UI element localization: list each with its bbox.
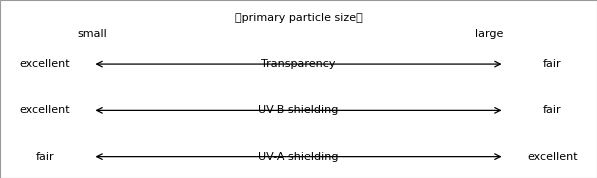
Text: Transparency: Transparency <box>261 59 336 69</box>
Text: large: large <box>475 29 504 39</box>
Text: excellent: excellent <box>527 152 577 162</box>
Text: fair: fair <box>543 105 562 115</box>
Text: UV-B shielding: UV-B shielding <box>259 105 338 115</box>
Text: UV-A shielding: UV-A shielding <box>259 152 338 162</box>
Text: fair: fair <box>35 152 54 162</box>
Text: small: small <box>78 29 107 39</box>
Text: 〈primary particle size〉: 〈primary particle size〉 <box>235 13 362 23</box>
Text: fair: fair <box>543 59 562 69</box>
Text: excellent: excellent <box>20 59 70 69</box>
Text: excellent: excellent <box>20 105 70 115</box>
